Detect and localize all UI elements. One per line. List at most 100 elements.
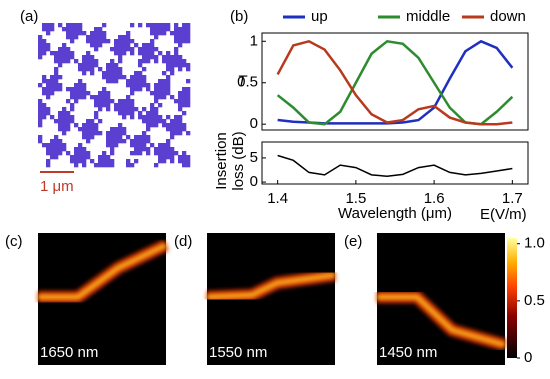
pattern-cell [98, 27, 103, 32]
pattern-cell [174, 23, 179, 28]
pattern-cell [154, 99, 159, 104]
pattern-cell [130, 139, 135, 144]
pattern-cell [46, 31, 51, 36]
pattern-cell [66, 123, 71, 128]
pattern-cell [70, 159, 75, 164]
pattern-cell [66, 151, 71, 156]
pattern-cell [182, 35, 187, 40]
pattern-cell [94, 131, 99, 136]
pattern-cell [62, 111, 67, 116]
pattern-cell [138, 83, 143, 88]
pattern-cell [138, 79, 143, 84]
pattern-cell [102, 31, 107, 36]
pattern-cell [38, 39, 43, 44]
pattern-cell [186, 103, 191, 108]
pattern-cell [78, 91, 83, 96]
pattern-cell [46, 111, 51, 116]
pattern-cell [142, 59, 147, 64]
pattern-cell [98, 159, 103, 164]
pattern-cell [82, 127, 87, 132]
pattern-cell [102, 71, 107, 76]
pattern-cell [54, 83, 59, 88]
pattern-cell [86, 127, 91, 132]
pattern-cell [130, 163, 135, 168]
pattern-cell [82, 63, 87, 68]
pattern-cell [58, 123, 63, 128]
pattern-cell [154, 83, 159, 88]
pattern-cell [50, 139, 55, 144]
pattern-cell [98, 43, 103, 48]
pattern-cell [98, 91, 103, 96]
pattern-cell [162, 155, 167, 160]
pattern-cell [134, 83, 139, 88]
pattern-cell [66, 115, 71, 120]
pattern-cell [170, 135, 175, 140]
pattern-cell [102, 155, 107, 160]
pattern-cell [142, 147, 147, 152]
pattern-cell [134, 43, 139, 48]
pattern-cell [102, 39, 107, 44]
pattern-cell [90, 67, 95, 72]
pattern-cell [154, 59, 159, 64]
pattern-cell [150, 55, 155, 60]
pattern-cell [90, 31, 95, 36]
pattern-cell [118, 139, 123, 144]
pattern-cell [130, 143, 135, 148]
pattern-cell [90, 63, 95, 68]
pattern-cell [94, 27, 99, 32]
pattern-cell [90, 95, 95, 100]
pattern-cell [102, 23, 107, 28]
pattern-cell [90, 39, 95, 44]
pattern-cell [154, 123, 159, 128]
pattern-cell [106, 39, 111, 44]
pattern-cell [166, 79, 171, 84]
pattern-cell [46, 87, 51, 92]
pattern-cell [142, 43, 147, 48]
pattern-cell [102, 151, 107, 156]
pattern-cell [142, 131, 147, 136]
pattern-cell [118, 67, 123, 72]
pattern-cell [162, 83, 167, 88]
pattern-cell [162, 23, 167, 28]
pattern-cell [186, 87, 191, 92]
pattern-cell [62, 115, 67, 120]
pattern-cell [42, 47, 47, 52]
pattern-cell [50, 143, 55, 148]
pattern-cell [42, 87, 47, 92]
field-label: 1550 nm [209, 344, 267, 361]
pattern-cell [150, 23, 155, 28]
pattern-cell [182, 111, 187, 116]
pattern-cell [162, 59, 167, 64]
pattern-cell [70, 95, 75, 100]
pattern-cell [178, 63, 183, 68]
pattern-cell [106, 79, 111, 84]
pattern-cell [126, 39, 131, 44]
legend-label: middle [406, 8, 450, 25]
x-axis-label: Wavelength (μm) [338, 205, 452, 222]
pattern-cell [46, 79, 51, 84]
pattern-cell [154, 107, 159, 112]
pattern-cell [146, 119, 151, 124]
pattern-cell [182, 23, 187, 28]
pattern-cell [106, 155, 111, 160]
pattern-cell [50, 27, 55, 32]
pattern-cell [58, 51, 63, 56]
pattern-cell [118, 135, 123, 140]
pattern-cell [42, 23, 47, 28]
panel-label: (a) [20, 8, 38, 25]
pattern-cell [130, 87, 135, 92]
pattern-cell [186, 79, 191, 84]
y-axis-label: loss (dB) [230, 131, 247, 190]
pattern-cell [146, 127, 151, 132]
pattern-cell [110, 127, 115, 132]
colorbar-label: E(V/m) [480, 206, 527, 223]
pattern-cell [134, 71, 139, 76]
pattern-cell [106, 103, 111, 108]
pattern-cell [158, 143, 163, 148]
pattern-cell [158, 151, 163, 156]
pattern-cell [58, 139, 63, 144]
pattern-cell [146, 115, 151, 120]
pattern-cell [138, 51, 143, 56]
pattern-cell [62, 59, 67, 64]
pattern-cell [66, 51, 71, 56]
